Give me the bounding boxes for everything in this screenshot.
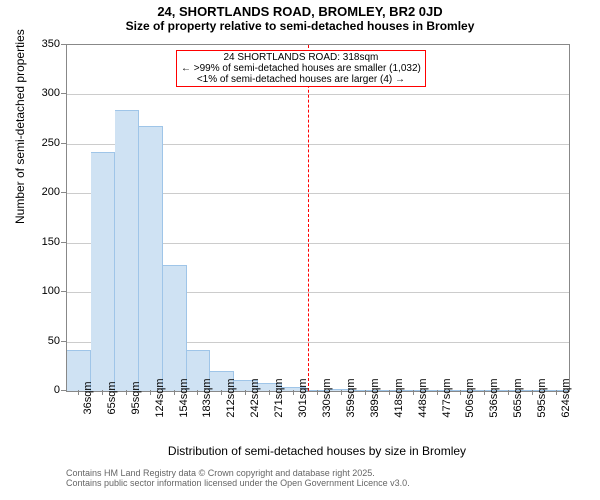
y-tick-mark	[61, 44, 66, 45]
x-tick-label: 242sqm	[249, 378, 261, 417]
x-tick-label: 36sqm	[82, 381, 94, 414]
y-tick-label: 350	[30, 38, 60, 50]
x-tick-label: 565sqm	[512, 378, 524, 417]
histogram-bar	[139, 126, 163, 391]
x-tick-mark	[317, 390, 318, 395]
x-tick-label: 65sqm	[106, 381, 118, 414]
y-tick-mark	[61, 341, 66, 342]
x-tick-label: 477sqm	[441, 378, 453, 417]
histogram-bar	[115, 110, 139, 391]
x-tick-mark	[245, 390, 246, 395]
x-tick-mark	[102, 390, 103, 395]
y-tick-mark	[61, 242, 66, 243]
x-tick-mark	[150, 390, 151, 395]
x-tick-mark	[413, 390, 414, 395]
x-tick-mark	[197, 390, 198, 395]
x-tick-mark	[508, 390, 509, 395]
y-tick-mark	[61, 390, 66, 391]
x-tick-label: 389sqm	[369, 378, 381, 417]
histogram-bar	[91, 152, 115, 391]
x-tick-label: 624sqm	[560, 378, 572, 417]
x-tick-mark	[365, 390, 366, 395]
x-tick-label: 359sqm	[345, 378, 357, 417]
x-tick-label: 271sqm	[273, 378, 285, 417]
x-tick-mark	[78, 390, 79, 395]
marker-line	[308, 45, 309, 391]
x-tick-mark	[174, 390, 175, 395]
annotation-line: ← >99% of semi-detached houses are small…	[181, 63, 421, 74]
x-tick-label: 595sqm	[536, 378, 548, 417]
x-tick-mark	[293, 390, 294, 395]
x-tick-mark	[556, 390, 557, 395]
x-tick-mark	[484, 390, 485, 395]
footer-line-2: Contains public sector information licen…	[66, 478, 410, 488]
x-tick-label: 448sqm	[417, 378, 429, 417]
x-tick-mark	[269, 390, 270, 395]
y-tick-mark	[61, 192, 66, 193]
y-tick-mark	[61, 93, 66, 94]
x-tick-label: 183sqm	[201, 378, 213, 417]
x-tick-mark	[221, 390, 222, 395]
x-tick-mark	[389, 390, 390, 395]
histogram-bar	[163, 265, 187, 391]
x-tick-label: 124sqm	[154, 378, 166, 417]
x-tick-label: 95sqm	[130, 381, 142, 414]
y-tick-label: 300	[30, 87, 60, 99]
y-tick-label: 200	[30, 186, 60, 198]
chart-title: 24, SHORTLANDS ROAD, BROMLEY, BR2 0JD	[0, 0, 600, 19]
chart-container: 24, SHORTLANDS ROAD, BROMLEY, BR2 0JD Si…	[0, 0, 600, 500]
annotation-line: 24 SHORTLANDS ROAD: 318sqm	[181, 52, 421, 63]
annotation-box: 24 SHORTLANDS ROAD: 318sqm← >99% of semi…	[176, 50, 426, 87]
y-tick-label: 0	[30, 384, 60, 396]
y-tick-label: 100	[30, 285, 60, 297]
footer-line-1: Contains HM Land Registry data © Crown c…	[66, 468, 410, 478]
x-tick-label: 212sqm	[225, 378, 237, 417]
gridline	[67, 94, 569, 95]
chart-subtitle: Size of property relative to semi-detach…	[0, 19, 600, 33]
x-tick-mark	[126, 390, 127, 395]
x-tick-mark	[532, 390, 533, 395]
x-tick-label: 418sqm	[393, 378, 405, 417]
x-tick-mark	[460, 390, 461, 395]
y-tick-label: 50	[30, 335, 60, 347]
y-tick-label: 250	[30, 137, 60, 149]
x-axis-label: Distribution of semi-detached houses by …	[66, 444, 568, 458]
y-tick-mark	[61, 143, 66, 144]
y-tick-mark	[61, 291, 66, 292]
annotation-line: <1% of semi-detached houses are larger (…	[181, 74, 421, 85]
y-axis-label: Number of semi-detached properties	[13, 29, 27, 224]
plot-area	[66, 44, 570, 392]
x-tick-label: 301sqm	[297, 378, 309, 417]
x-tick-label: 154sqm	[178, 378, 190, 417]
footer-text: Contains HM Land Registry data © Crown c…	[66, 468, 410, 488]
y-tick-label: 150	[30, 236, 60, 248]
x-tick-label: 506sqm	[464, 378, 476, 417]
x-tick-label: 536sqm	[488, 378, 500, 417]
x-tick-mark	[437, 390, 438, 395]
x-tick-mark	[341, 390, 342, 395]
x-tick-label: 330sqm	[321, 378, 333, 417]
